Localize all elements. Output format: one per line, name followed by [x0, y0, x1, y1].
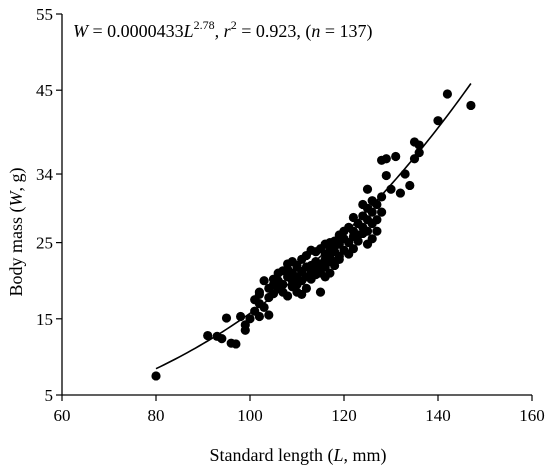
- y-axis-title-text: Body mass (: [6, 206, 27, 296]
- data-point: [381, 170, 391, 181]
- data-point: [362, 226, 373, 236]
- data-point: [301, 283, 311, 293]
- data-point: [362, 184, 373, 194]
- data-point: [400, 169, 410, 179]
- data-point: [372, 215, 382, 225]
- x-tick-label: 160: [519, 406, 545, 425]
- y-tick-label: 45: [36, 81, 53, 100]
- data-point: [231, 339, 241, 349]
- x-tick-label: 80: [148, 406, 165, 425]
- data-point: [254, 287, 264, 297]
- equation-annotation: W = 0.0000433L2.78, r2 = 0.923, (n = 137…: [73, 18, 373, 42]
- eq-n: n: [311, 21, 320, 41]
- data-point: [254, 311, 264, 322]
- y-tick-label: 25: [36, 234, 53, 253]
- data-point: [259, 302, 269, 312]
- data-point: [259, 276, 269, 286]
- data-point: [442, 89, 452, 99]
- data-point: [377, 192, 387, 202]
- y-tick-label: 34: [36, 165, 54, 184]
- eq-l: L: [183, 21, 194, 41]
- data-point: [203, 330, 213, 341]
- y-axis-title-var: W: [6, 190, 26, 207]
- data-point: [414, 140, 424, 150]
- data-point: [395, 188, 405, 198]
- data-point: [151, 371, 161, 381]
- data-point: [405, 180, 415, 191]
- y-tick-label: 5: [45, 386, 54, 405]
- x-axis-title: Standard length (L, mm): [210, 445, 387, 466]
- regression-curve: [155, 83, 472, 370]
- data-points: [151, 89, 476, 381]
- eq-n-value: = 137): [320, 21, 372, 42]
- x-axis-title-text: Standard length (: [210, 445, 334, 466]
- data-point: [433, 116, 443, 126]
- axes: 60 80 100 120 140 160 5 15 25 34 45 55: [36, 5, 545, 425]
- data-point: [372, 226, 382, 236]
- y-tick-label: 55: [36, 5, 53, 24]
- x-axis-title-var: L: [332, 445, 343, 465]
- data-point: [391, 151, 401, 162]
- x-tick-label: 140: [425, 406, 451, 425]
- data-point: [264, 310, 274, 320]
- data-point: [377, 207, 387, 217]
- data-point: [367, 207, 377, 217]
- x-axis-title-rest: , mm): [344, 445, 387, 466]
- y-axis-title: Body mass (W, g): [6, 168, 27, 297]
- data-point: [221, 313, 232, 323]
- data-point: [348, 244, 358, 254]
- x-tick-label: 120: [331, 406, 357, 425]
- data-point: [381, 154, 391, 164]
- eq-r: , r: [215, 21, 232, 41]
- data-point: [283, 291, 293, 301]
- x-tick-label: 100: [237, 406, 263, 425]
- y-tick-label: 15: [36, 310, 53, 329]
- data-point: [334, 254, 344, 264]
- eq-r-exponent: 2: [231, 18, 237, 32]
- eq-exponent: 2.78: [194, 18, 215, 32]
- y-axis-title-rest: , g): [6, 168, 27, 192]
- data-point: [325, 268, 335, 278]
- x-tick-label: 60: [54, 406, 71, 425]
- eq-w: W: [73, 21, 90, 41]
- data-point: [245, 314, 255, 324]
- eq-coef: = 0.0000433: [88, 21, 184, 41]
- data-point: [466, 100, 476, 111]
- data-point: [367, 234, 377, 244]
- data-point: [353, 236, 363, 246]
- data-point: [240, 325, 250, 335]
- data-point: [315, 287, 326, 297]
- data-point: [217, 334, 227, 344]
- eq-r-value: = 0.923, (: [237, 21, 312, 42]
